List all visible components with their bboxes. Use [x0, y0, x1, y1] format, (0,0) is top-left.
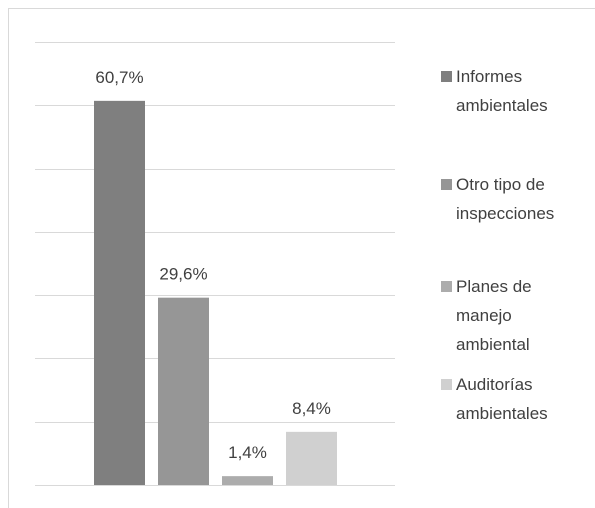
legend-item: Planes de manejo ambiental — [441, 272, 576, 359]
legend-swatch — [441, 71, 452, 82]
legend-swatch — [441, 179, 452, 190]
legend-swatch — [441, 379, 452, 390]
chart-frame — [8, 8, 595, 508]
legend-swatch — [441, 281, 452, 292]
legend-item: Informes ambientales — [441, 62, 576, 120]
legend-label: Auditorías ambientales — [456, 375, 548, 423]
legend-item: Auditorías ambientales — [441, 370, 576, 428]
legend-label: Otro tipo de inspecciones — [456, 175, 555, 223]
data-label: 29,6% — [159, 265, 207, 284]
legend-label: Informes ambientales — [456, 67, 548, 115]
legend-label: Planes de manejo ambiental — [456, 277, 532, 354]
data-label: 1,4% — [228, 443, 267, 462]
bar — [158, 297, 209, 485]
bar — [94, 100, 145, 485]
data-label: 8,4% — [292, 399, 331, 418]
data-label: 60,7% — [95, 68, 143, 87]
bar — [222, 476, 273, 485]
bar — [286, 431, 337, 485]
legend-item: Otro tipo de inspecciones — [441, 170, 576, 228]
